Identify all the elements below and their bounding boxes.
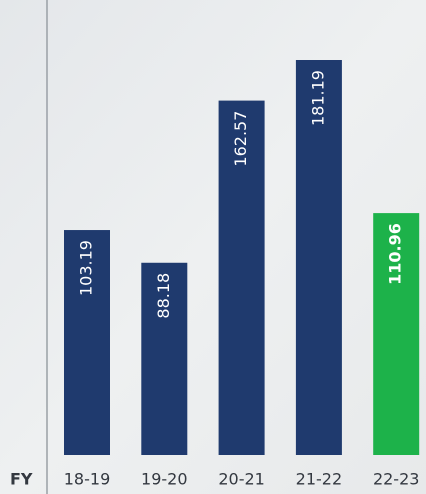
value-label: 88.18 — [154, 273, 173, 319]
bar — [64, 230, 110, 455]
x-axis-label: FY — [10, 470, 33, 489]
value-label: 162.57 — [231, 111, 250, 167]
x-tick-label: 22-23 — [373, 470, 420, 489]
x-tick-label: 19-20 — [141, 470, 188, 489]
bar — [218, 100, 265, 455]
bar — [141, 262, 188, 455]
x-tick-label: 18-19 — [64, 470, 111, 489]
value-label: 181.19 — [308, 70, 327, 126]
value-label: 110.96 — [386, 223, 405, 285]
x-tick-label: 20-21 — [218, 470, 265, 489]
bar — [373, 213, 420, 455]
x-tick-label: 21-22 — [296, 470, 343, 489]
value-label: 103.19 — [77, 240, 96, 296]
bar — [295, 60, 342, 455]
